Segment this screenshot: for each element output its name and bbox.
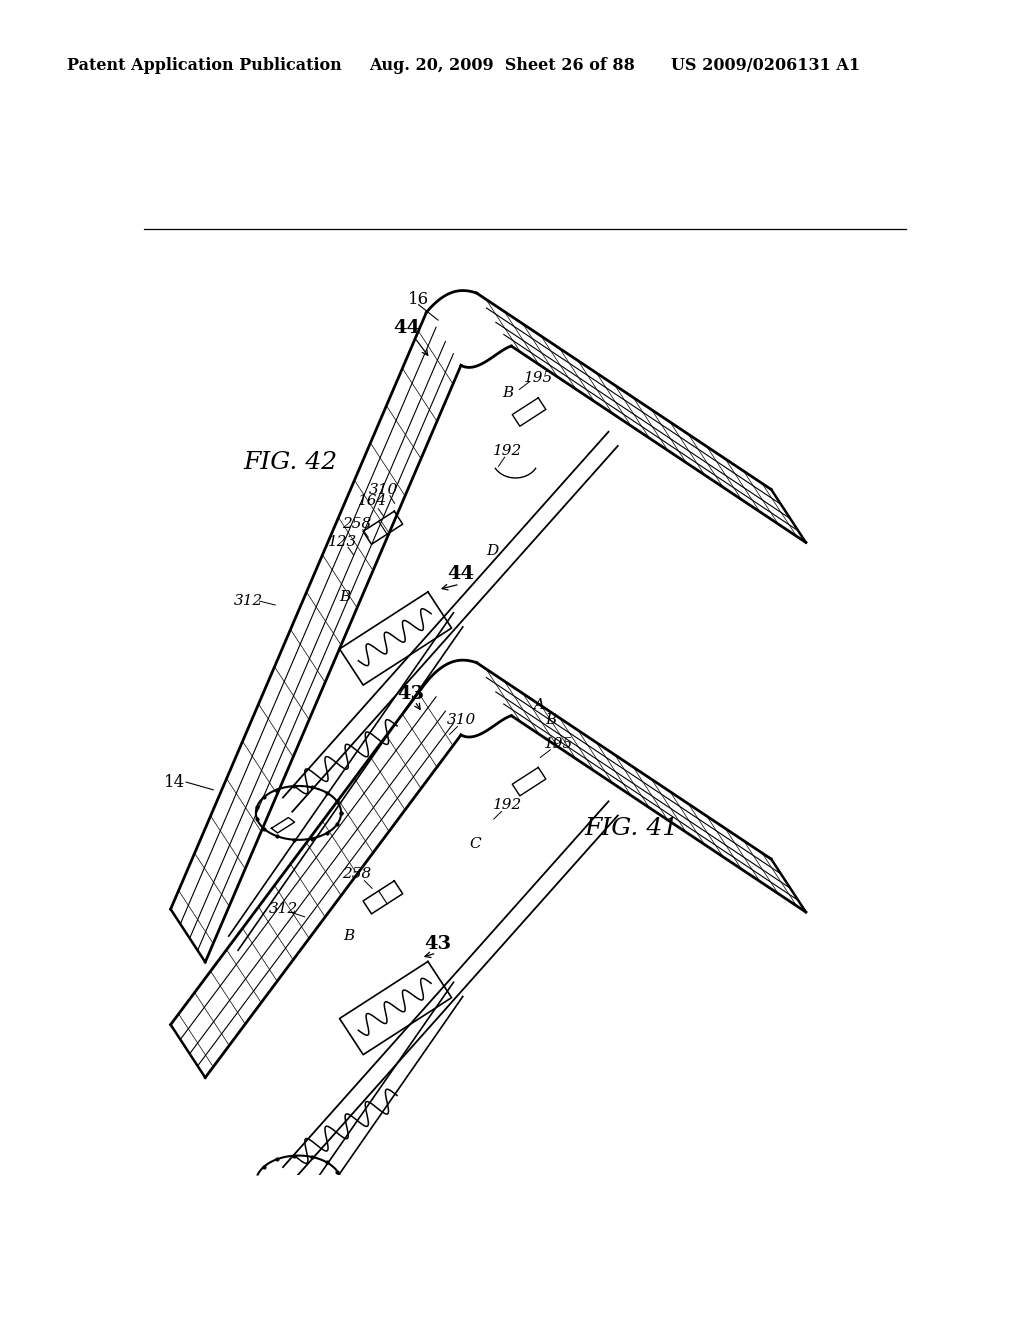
Text: 310: 310: [446, 714, 476, 727]
Text: 195: 195: [524, 371, 553, 385]
Text: 14: 14: [164, 774, 185, 791]
Text: 312: 312: [233, 594, 263, 609]
Text: US 2009/0206131 A1: US 2009/0206131 A1: [671, 57, 860, 74]
Text: B: B: [545, 714, 556, 727]
Text: 44: 44: [447, 565, 475, 583]
Text: B: B: [339, 590, 350, 605]
Text: 164: 164: [357, 494, 387, 508]
Text: 195: 195: [544, 737, 572, 751]
Text: Aug. 20, 2009  Sheet 26 of 88: Aug. 20, 2009 Sheet 26 of 88: [369, 57, 635, 74]
Text: FIG. 41: FIG. 41: [585, 817, 679, 840]
Text: C: C: [469, 837, 481, 850]
Text: B: B: [343, 929, 354, 942]
Text: 310: 310: [369, 483, 398, 496]
Text: 123: 123: [328, 535, 357, 549]
Text: B: B: [502, 387, 513, 400]
Text: 16: 16: [408, 290, 429, 308]
Text: 312: 312: [268, 902, 298, 916]
Text: 192: 192: [494, 799, 522, 812]
Text: 258: 258: [342, 517, 372, 531]
Text: FIG. 42: FIG. 42: [244, 451, 338, 474]
Text: D: D: [486, 544, 499, 558]
Text: Patent Application Publication: Patent Application Publication: [67, 57, 341, 74]
Text: A: A: [534, 698, 544, 711]
Text: 43: 43: [424, 935, 452, 953]
Text: 258: 258: [342, 867, 372, 882]
Text: 192: 192: [494, 444, 522, 458]
Text: 43: 43: [397, 685, 424, 702]
Text: 44: 44: [393, 319, 421, 337]
